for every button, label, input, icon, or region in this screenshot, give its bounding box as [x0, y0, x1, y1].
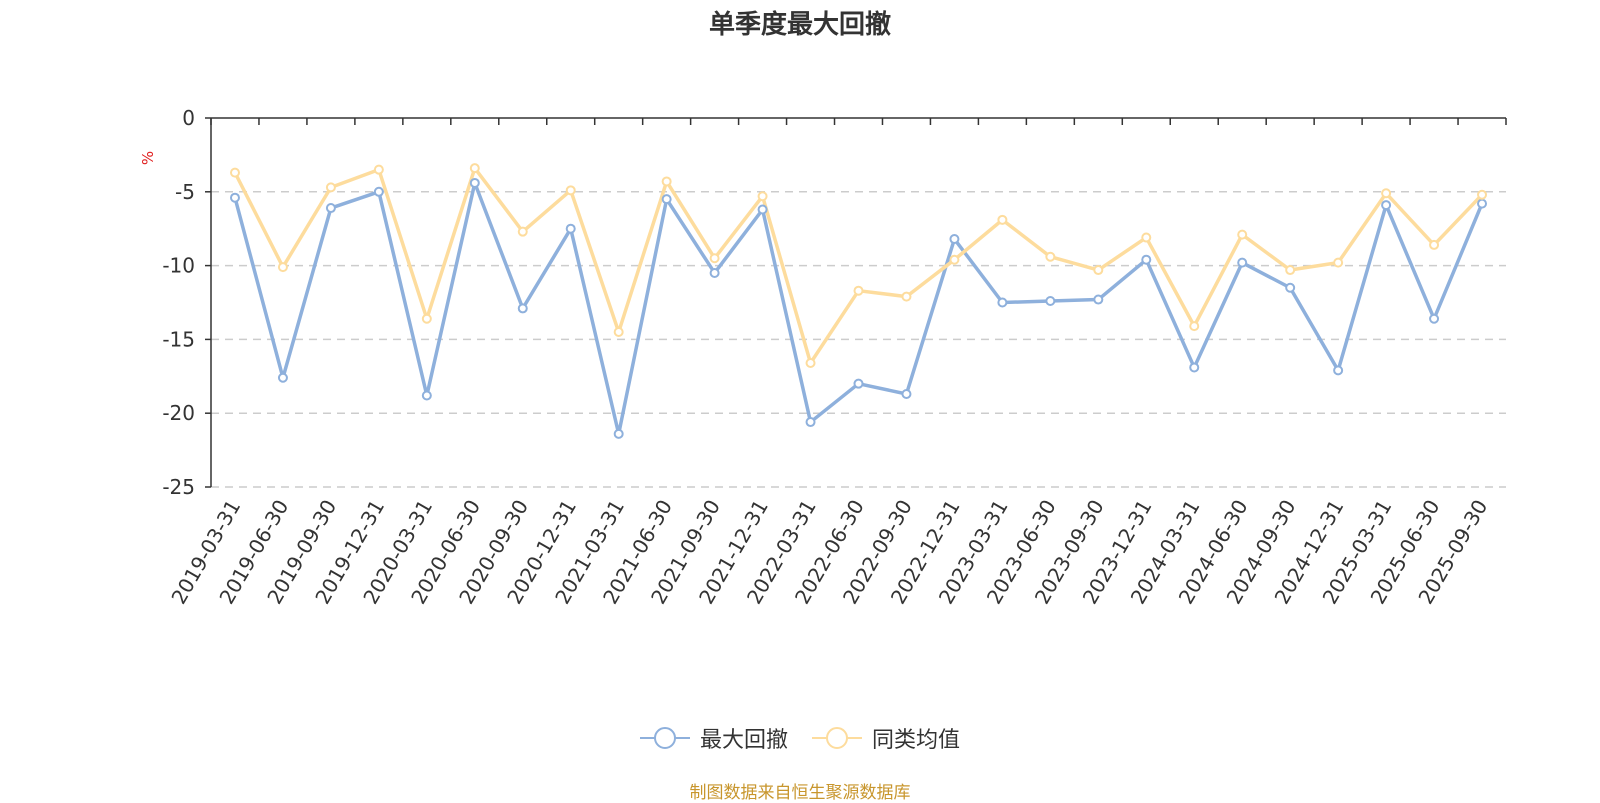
- data-point-0-6[interactable]: [517, 303, 528, 314]
- axes: [205, 117, 1507, 488]
- legend-label-max-drawdown: 最大回撤: [699, 728, 788, 753]
- data-point-1-17[interactable]: [1045, 251, 1056, 262]
- data-point-1-11[interactable]: [757, 191, 768, 202]
- data-point-0-24[interactable]: [1381, 200, 1392, 211]
- data-point-1-22[interactable]: [1285, 265, 1296, 276]
- data-point-1-9[interactable]: [661, 176, 672, 187]
- data-point-1-8[interactable]: [613, 327, 624, 338]
- data-point-0-3[interactable]: [373, 186, 384, 197]
- grid-lines: [211, 191, 1506, 488]
- data-point-1-18[interactable]: [1093, 265, 1104, 276]
- legend-label-peer-average: 同类均值: [872, 728, 961, 753]
- y-tick-label: -5: [175, 180, 195, 204]
- legend-marker-peer-average-icon: [812, 727, 862, 749]
- data-point-1-0[interactable]: [229, 167, 240, 178]
- data-point-1-16[interactable]: [997, 214, 1008, 225]
- data-point-1-1[interactable]: [277, 262, 288, 273]
- legend-item-max-drawdown[interactable]: 最大回撤: [639, 722, 788, 754]
- y-tick-label: -10: [162, 254, 195, 278]
- data-point-0-11[interactable]: [757, 204, 768, 215]
- x-tick-labels: 2019-03-312019-06-302019-09-302019-12-31…: [166, 496, 1492, 609]
- data-point-0-10[interactable]: [709, 267, 720, 278]
- data-point-1-15[interactable]: [949, 254, 960, 265]
- y-tick-label: -15: [162, 327, 195, 351]
- legend: 最大回撤 同类均值: [0, 722, 1600, 754]
- data-point-0-19[interactable]: [1141, 254, 1152, 265]
- data-point-0-1[interactable]: [277, 372, 288, 383]
- data-point-1-2[interactable]: [325, 182, 336, 193]
- data-point-0-25[interactable]: [1429, 313, 1440, 324]
- data-point-1-14[interactable]: [901, 291, 912, 302]
- data-point-0-22[interactable]: [1285, 282, 1296, 293]
- data-point-0-15[interactable]: [949, 234, 960, 245]
- y-axis-label: %: [139, 151, 157, 165]
- data-point-1-24[interactable]: [1381, 188, 1392, 199]
- data-point-1-3[interactable]: [373, 164, 384, 175]
- data-point-0-26[interactable]: [1477, 198, 1488, 209]
- data-source-note: 制图数据来自恒生聚源数据库: [689, 783, 911, 803]
- data-point-1-6[interactable]: [517, 226, 528, 237]
- y-tick-label: -25: [162, 475, 195, 499]
- data-point-1-23[interactable]: [1333, 257, 1344, 268]
- data-point-0-17[interactable]: [1045, 296, 1056, 307]
- data-point-1-7[interactable]: [565, 185, 576, 196]
- legend-marker-max-drawdown-icon: [639, 727, 690, 749]
- data-points: [229, 163, 1488, 439]
- data-point-1-25[interactable]: [1429, 239, 1440, 250]
- data-point-0-7[interactable]: [565, 223, 576, 234]
- series-lines: [233, 166, 1484, 436]
- data-point-0-8[interactable]: [613, 428, 624, 439]
- data-point-1-10[interactable]: [709, 253, 720, 264]
- data-point-0-0[interactable]: [229, 192, 240, 203]
- data-point-0-5[interactable]: [469, 177, 480, 188]
- data-point-1-5[interactable]: [469, 163, 480, 174]
- legend-item-peer-average[interactable]: 同类均值: [812, 722, 960, 754]
- data-point-0-12[interactable]: [805, 417, 816, 428]
- data-point-0-13[interactable]: [853, 378, 864, 389]
- data-point-1-19[interactable]: [1141, 232, 1152, 243]
- data-point-0-23[interactable]: [1333, 365, 1344, 376]
- data-point-0-14[interactable]: [901, 389, 912, 400]
- y-tick-labels: 0 -5 -10 -15 -20 -25: [162, 106, 195, 499]
- data-point-0-20[interactable]: [1189, 362, 1200, 373]
- y-tick-label: -20: [162, 401, 195, 425]
- data-point-1-20[interactable]: [1189, 321, 1200, 332]
- data-point-1-12[interactable]: [805, 358, 816, 369]
- y-tick-label: 0: [182, 106, 195, 130]
- data-point-0-2[interactable]: [325, 203, 336, 214]
- data-point-0-16[interactable]: [997, 297, 1008, 308]
- data-point-0-4[interactable]: [421, 390, 432, 401]
- data-point-0-21[interactable]: [1237, 257, 1248, 268]
- data-point-0-18[interactable]: [1093, 294, 1104, 305]
- data-point-0-9[interactable]: [661, 194, 672, 205]
- data-point-1-21[interactable]: [1237, 229, 1248, 240]
- chart-title: 单季度最大回撤: [708, 10, 891, 40]
- data-point-1-26[interactable]: [1477, 189, 1488, 200]
- data-point-1-13[interactable]: [853, 285, 864, 296]
- data-point-1-4[interactable]: [421, 313, 432, 324]
